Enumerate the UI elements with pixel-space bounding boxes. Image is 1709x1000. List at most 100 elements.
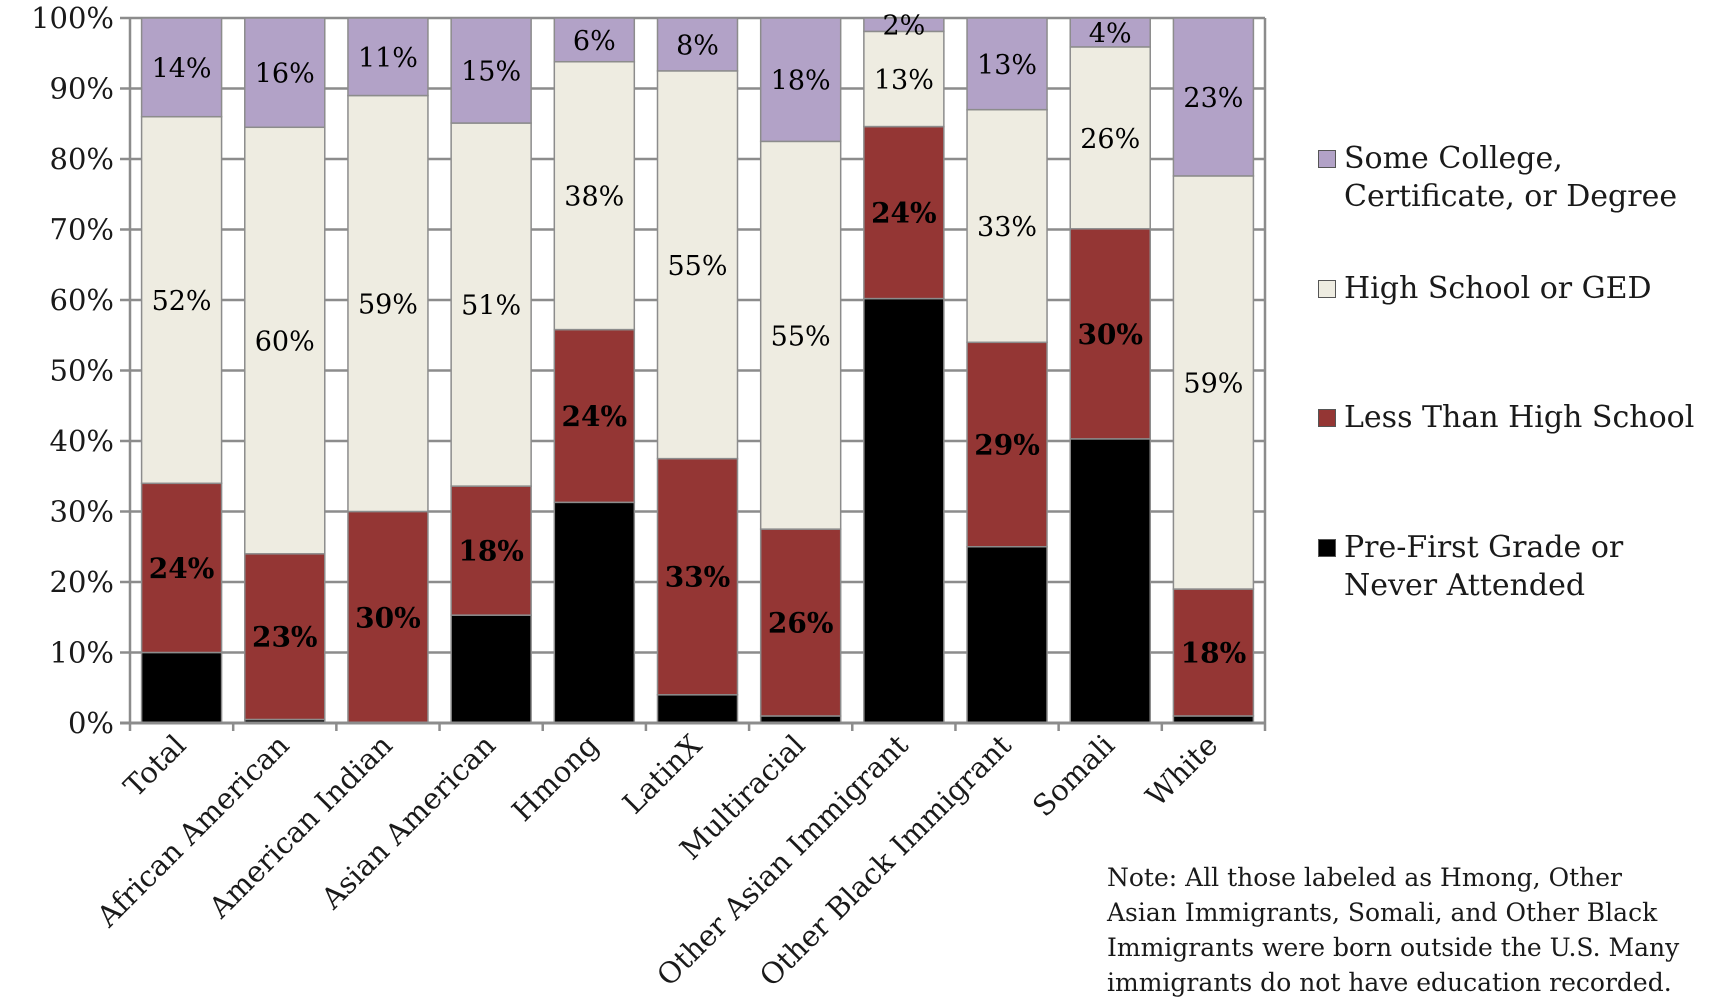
legend-label-less-than-high-school: Less Than High School [1344,400,1695,435]
bar-segment [244,17,326,129]
data-label: 15% [461,57,521,88]
legend-item-less-than-high-school: Less Than High School [1318,399,1694,437]
data-label: 24% [562,400,628,433]
data-label: 24% [871,197,937,230]
bar-segment [1069,438,1151,724]
bar-segment [863,125,945,300]
legend-item-pre-first-grade: Pre-First Grade or Never Attended [1318,529,1623,605]
y-tick-label: 100% [31,1,114,35]
x-tick-label: LatinX [616,728,709,821]
footnote-line: immigrants do not have education recorde… [1107,968,1672,997]
y-tick-label: 70% [50,213,114,247]
y-tick-label: 80% [50,142,114,176]
legend-swatch-high-school [1318,280,1336,298]
data-label: 38% [564,182,624,213]
data-label: 59% [1183,368,1243,399]
data-label: 16% [255,59,315,90]
bar-segment [450,122,532,487]
y-tick-label: 10% [50,636,114,670]
bar-segment [1172,17,1255,177]
bar-segment [244,553,326,721]
bar-segment [1069,17,1151,48]
bar-segment [347,94,429,513]
legend-label-high-school: High School or GED [1344,271,1652,306]
bar-segment [863,297,945,724]
bar-segment [450,17,532,124]
legend-item-some-college: Some College, Certificate, or Degree [1318,140,1677,216]
data-label: 30% [355,601,421,634]
data-label: 14% [152,53,212,84]
y-tick-label: 40% [50,424,114,458]
data-label: 11% [358,43,418,74]
bar-segment [140,651,223,724]
footnote: Note: All those labeled as Hmong, Other … [1107,860,1707,1000]
x-tick-label: Hmong [505,728,605,828]
footnote-line: Immigrants were born outside the U.S. Ma… [1107,933,1680,962]
data-label: 23% [1183,83,1243,114]
footnote-line: Asian Immigrants, Somali, and Other Blac… [1107,898,1658,927]
data-label: 26% [768,607,834,640]
data-label: 59% [358,290,418,321]
data-label: 29% [974,429,1040,462]
bar-segment [347,17,429,97]
bar-segment [1172,588,1255,717]
data-label: 13% [874,65,934,96]
y-tick-label: 60% [50,283,114,317]
data-label: 24% [149,552,215,585]
bar-segment [140,115,223,485]
data-label: 26% [1080,124,1140,155]
y-tick-label: 90% [50,72,114,106]
data-label: 8% [676,30,719,61]
bar-segment [1069,46,1151,230]
bar-segment [1069,228,1151,440]
data-label: 55% [667,251,727,282]
data-label: 51% [461,291,521,322]
data-label: 18% [458,535,524,568]
data-label: 52% [152,286,212,317]
bar-segment [759,17,842,143]
data-label: 55% [771,321,831,352]
legend-swatch-some-college [1318,150,1336,168]
legend-label-some-college: Some College, Certificate, or Degree [1344,141,1678,214]
bar-segment [450,614,532,724]
bar-segment [656,17,739,72]
bar-segment [450,485,532,616]
x-tick-label: White [1139,728,1224,813]
data-label: 6% [573,26,616,57]
legend-swatch-less-than-high-school [1318,409,1336,427]
bar-segment [863,30,945,128]
data-label: 13% [977,50,1037,81]
footnote-line: Note: All those labeled as Hmong, Other [1107,863,1622,892]
bar-segment [759,140,842,530]
y-tick-label: 30% [50,495,114,529]
bar-segment [966,17,1048,111]
data-label: 33% [665,561,731,594]
bar-segment [966,546,1048,724]
data-label: 60% [255,327,315,358]
bar-segment [553,328,636,504]
data-label: 30% [1077,318,1143,351]
y-tick-label: 50% [50,354,114,388]
data-label: 23% [252,621,318,654]
x-tick-label: Asian American [314,728,502,916]
x-tick-label: Somali [1026,728,1121,823]
legend-swatch-pre-first-grade [1318,539,1336,557]
legend-item-high-school: High School or GED [1318,270,1652,308]
y-tick-label: 0% [68,706,114,740]
bar-segment [553,501,636,724]
bar-segment [347,510,429,724]
data-label: 4% [1089,18,1132,49]
x-tick-label: Total [117,728,193,804]
bar-segment [244,126,326,555]
bar-segment [140,17,223,118]
bar-segment [140,482,223,654]
data-label: 33% [977,212,1037,243]
data-label: 2% [882,11,925,42]
bar-segment [656,70,739,460]
data-label: 18% [1181,637,1247,670]
bar-segment [863,17,945,33]
x-tick-label: American Indian [202,728,399,925]
bar-segment [656,694,739,724]
data-label: 18% [771,66,831,97]
